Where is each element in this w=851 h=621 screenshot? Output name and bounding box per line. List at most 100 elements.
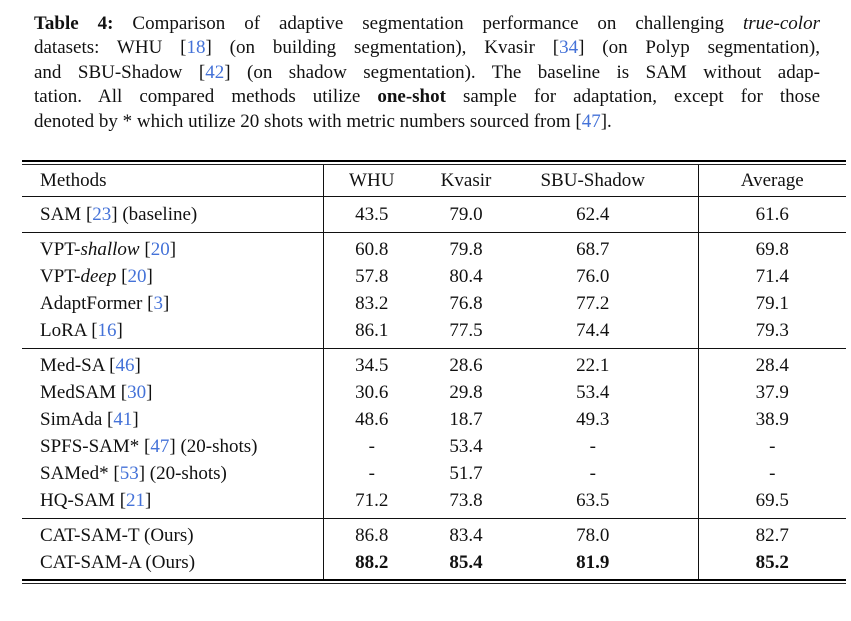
citation-link[interactable]: 47	[150, 436, 170, 457]
caption-text: sample for adaptation, except for those	[445, 86, 820, 108]
table-row-adaptformer: AdaptFormer [3] 83.2 76.8 77.2 79.1	[22, 290, 846, 318]
caption-text: ].	[600, 110, 612, 132]
caption-table-label: Table 4:	[34, 13, 114, 34]
ref-bracket-open: [	[108, 463, 120, 484]
citation-link[interactable]: 42	[205, 61, 225, 83]
method-suffix: (baseline)	[117, 203, 198, 225]
value-cell-whu: 71.2	[322, 487, 420, 519]
ref-bracket-open: [	[116, 266, 128, 287]
method-cell: LoRA [16]	[22, 317, 323, 349]
caption-bold-text: one-shot	[377, 86, 446, 108]
caption-text: ] (on shadow segmentation). The baseline…	[224, 61, 820, 83]
table-row-samed: SAMed* [53] (20-shots) - 51.7 - -	[22, 460, 846, 488]
value-cell-sbu-shadow: 76.0	[576, 266, 610, 287]
ref-bracket-close: ]	[116, 320, 123, 341]
caption-text: and SBU-Shadow [	[34, 61, 206, 83]
method-name: MedSAM	[40, 382, 117, 403]
caption-line-4: tation. All compared methods utilize one…	[34, 85, 820, 109]
value-cell-sbu-shadow: 77.2	[576, 293, 610, 314]
ref-bracket-close: ]	[132, 409, 139, 430]
value-cell-sbu-shadow: -	[589, 436, 596, 457]
value-cell-whu: -	[322, 460, 420, 488]
ref-bracket-close: ]	[146, 382, 153, 403]
value-cell-whu: 43.5	[322, 196, 420, 233]
value-cell-kvasir: 80.4	[449, 266, 483, 287]
table-row-hq-sam: HQ-SAM [21] 71.2 73.8 63.5 69.5	[22, 487, 846, 519]
value-cell-kvasir: 77.5	[420, 317, 512, 349]
caption-text: tation. All compared methods utilize	[34, 86, 378, 108]
method-cell: Med-SA [46]	[22, 349, 323, 380]
column-header-methods: Methods	[22, 165, 323, 197]
method-name: SAM	[40, 203, 82, 225]
column-header-average: Average	[697, 165, 846, 197]
value-cell-sbu-shadow: 22.1	[576, 355, 610, 376]
citation-link[interactable]: 16	[97, 320, 117, 341]
method-cell: CAT-SAM-T (Ours)	[22, 519, 323, 550]
citation-link[interactable]: 20	[127, 266, 147, 287]
ref-bracket-close: ]	[169, 239, 177, 260]
value-cell-average: 28.4	[697, 348, 846, 380]
value-cell-kvasir: 79.8	[449, 239, 483, 260]
value-cell-kvasir: 79.0	[420, 196, 512, 233]
value-cell-average: 38.9	[697, 406, 846, 434]
method-name: CAT-SAM-A	[40, 552, 141, 573]
citation-link[interactable]: 20	[150, 239, 170, 260]
table-row-lora: LoRA [16] 86.1 77.5 74.4 79.3	[22, 317, 846, 349]
method-name: VPT-	[40, 266, 81, 287]
value-cell-whu: 60.8	[322, 232, 420, 264]
value-cell-kvasir: 29.8	[449, 382, 483, 403]
citation-link[interactable]: 41	[113, 409, 133, 430]
value-cell-whu: 86.8	[322, 518, 420, 550]
citation-link[interactable]: 23	[92, 203, 112, 225]
citation-link[interactable]: 34	[559, 37, 579, 59]
ref-bracket-open: [	[104, 355, 116, 376]
value-cell-average: -	[697, 460, 846, 488]
citation-link[interactable]: 46	[115, 355, 135, 376]
citation-link[interactable]: 21	[126, 490, 146, 511]
method-name: LoRA	[40, 320, 87, 341]
value-cell-average: 79.3	[697, 317, 846, 349]
value-cell-average: -	[697, 433, 846, 461]
citation-link[interactable]: 47	[581, 110, 601, 132]
citation-link[interactable]: 18	[186, 37, 206, 59]
column-header-whu: WHU	[322, 165, 420, 197]
value-cell-sbu-shadow: 74.4	[512, 317, 698, 349]
ref-bracket-open: [	[116, 382, 128, 403]
value-cell-average: 82.7	[697, 518, 846, 550]
method-cell: SAMed* [53] (20-shots)	[22, 461, 323, 488]
column-header-kvasir: Kvasir	[420, 165, 512, 197]
value-cell-whu: 48.6	[322, 406, 420, 434]
table-caption: Table 4: Comparison of adaptive segmenta…	[34, 12, 820, 134]
ref-bracket-open: [	[102, 409, 114, 430]
method-cell: SPFS-SAM* [47] (20-shots)	[22, 434, 323, 461]
method-suffix: (20-shots)	[145, 463, 227, 484]
method-name: SAMed*	[40, 463, 109, 484]
method-suffix: (Ours)	[139, 525, 194, 546]
table-top-rule	[22, 160, 846, 165]
ref-bracket-close: ]	[111, 203, 118, 225]
table-row-med-sa: Med-SA [46] 34.5 28.6 22.1 28.4	[22, 348, 846, 380]
value-cell-kvasir: 85.4	[449, 552, 483, 573]
value-cell-kvasir: 28.6	[449, 355, 483, 376]
method-name: SPFS-SAM*	[40, 436, 140, 457]
method-name: CAT-SAM-T	[40, 525, 140, 546]
method-name: Med-SA	[40, 355, 105, 376]
ref-bracket-open: [	[114, 490, 127, 511]
caption-text: datasets: WHU [	[34, 37, 187, 59]
citation-link[interactable]: 3	[153, 293, 163, 314]
header-row: Methods WHU Kvasir SBU-Shadow Average	[22, 165, 846, 197]
value-cell-whu: 86.1	[322, 317, 420, 349]
citation-link[interactable]: 30	[127, 382, 147, 403]
ref-bracket-open: [	[139, 436, 151, 457]
method-cell: HQ-SAM [21]	[22, 487, 323, 519]
value-cell-sbu-shadow: 68.7	[576, 239, 610, 260]
caption-line-5: denoted by * which utilize 20 shots with…	[34, 110, 820, 134]
citation-link[interactable]: 53	[119, 463, 139, 484]
value-cell-average: 61.6	[697, 196, 846, 233]
value-cell-sbu-shadow: -	[589, 463, 596, 484]
method-name: AdaptFormer	[40, 293, 143, 314]
column-header-sbu-shadow: SBU-Shadow	[512, 165, 698, 197]
caption-text: Comparison of adaptive segmentation perf…	[113, 13, 743, 34]
table-row-medsam: MedSAM [30] 30.6 29.8 53.4 37.9	[22, 379, 846, 407]
table-row-cat-sam-a: CAT-SAM-A (Ours) 88.2 85.4 81.9 85.2	[22, 549, 846, 580]
